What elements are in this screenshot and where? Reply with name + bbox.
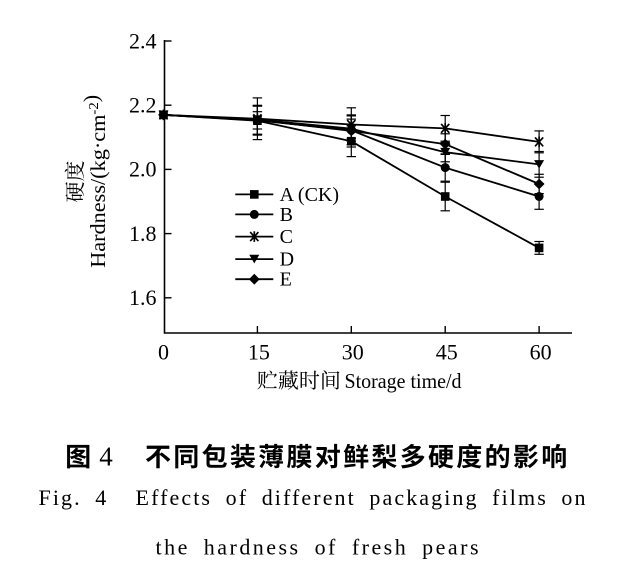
svg-text:E: E (280, 269, 292, 291)
svg-text:30: 30 (342, 340, 364, 365)
svg-text:0: 0 (158, 340, 169, 365)
svg-text:1.8: 1.8 (129, 221, 157, 246)
svg-text:Storage time/d: Storage time/d (345, 369, 462, 393)
svg-text:A (CK): A (CK) (280, 184, 339, 206)
svg-text:60: 60 (530, 340, 552, 365)
svg-text:B: B (280, 204, 293, 226)
svg-text:1.6: 1.6 (129, 285, 157, 310)
svg-text:45: 45 (436, 340, 458, 365)
svg-text:4: 4 (99, 442, 113, 472)
svg-text:15: 15 (248, 340, 270, 365)
svg-text:C: C (280, 226, 293, 248)
svg-text:2.2: 2.2 (129, 93, 157, 118)
svg-text:D: D (280, 249, 294, 271)
svg-text:2.4: 2.4 (129, 28, 157, 53)
svg-text:2.0: 2.0 (129, 157, 157, 182)
svg-text:the hardness of fresh pears: the hardness of fresh pears (156, 535, 479, 560)
